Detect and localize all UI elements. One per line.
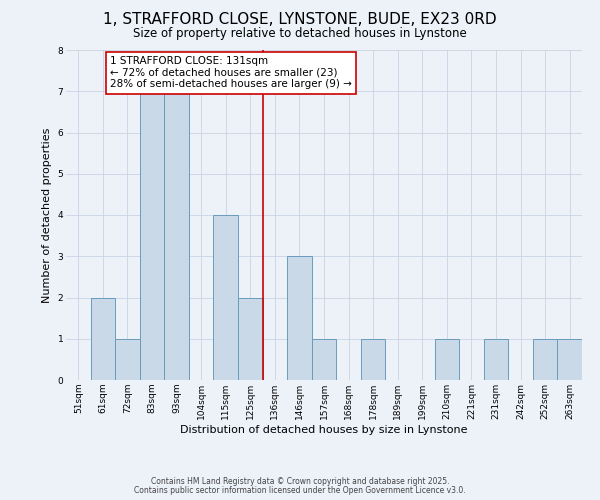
Bar [484,339,508,380]
Bar [434,339,459,380]
Bar [91,298,115,380]
Text: Contains HM Land Registry data © Crown copyright and database right 2025.: Contains HM Land Registry data © Crown c… [151,477,449,486]
Text: 1, STRAFFORD CLOSE, LYNSTONE, BUDE, EX23 0RD: 1, STRAFFORD CLOSE, LYNSTONE, BUDE, EX23… [103,12,497,28]
Bar [557,339,582,380]
Bar [115,339,140,380]
Bar [238,298,263,380]
Bar [214,215,238,380]
Bar [361,339,385,380]
X-axis label: Distribution of detached houses by size in Lynstone: Distribution of detached houses by size … [180,424,468,434]
Y-axis label: Number of detached properties: Number of detached properties [42,128,52,302]
Bar [312,339,336,380]
Text: Size of property relative to detached houses in Lynstone: Size of property relative to detached ho… [133,28,467,40]
Bar [287,256,312,380]
Bar [140,91,164,380]
Bar [533,339,557,380]
Text: 1 STRAFFORD CLOSE: 131sqm
← 72% of detached houses are smaller (23)
28% of semi-: 1 STRAFFORD CLOSE: 131sqm ← 72% of detac… [110,56,352,90]
Bar [164,91,189,380]
Text: Contains public sector information licensed under the Open Government Licence v3: Contains public sector information licen… [134,486,466,495]
